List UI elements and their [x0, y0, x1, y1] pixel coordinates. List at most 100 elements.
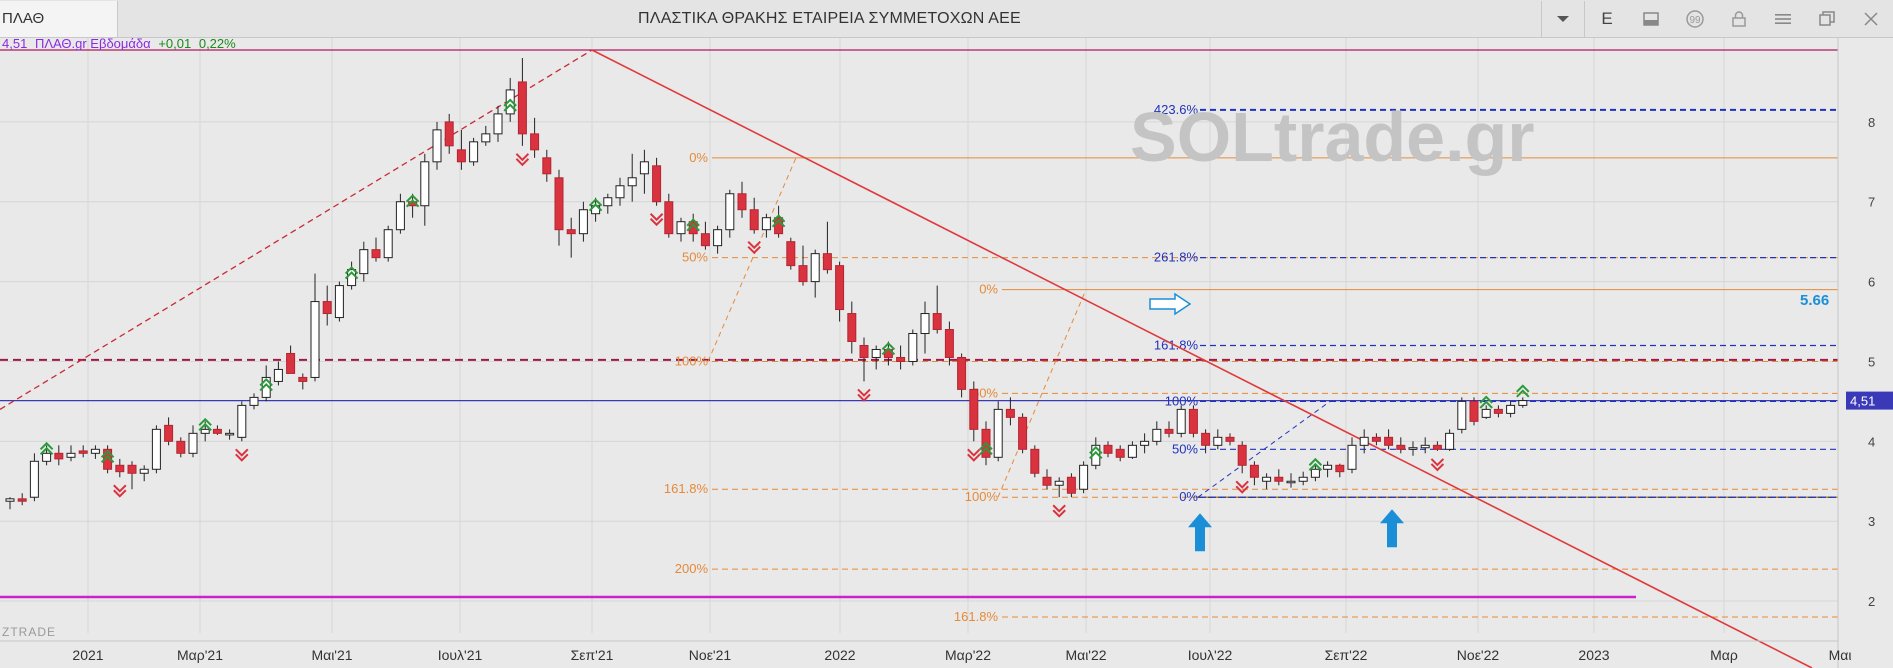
fib-level-label: 50%	[972, 385, 998, 400]
candle-body	[725, 193, 735, 231]
candle-body	[859, 344, 869, 358]
candle-body	[822, 253, 832, 271]
candle-body	[908, 333, 918, 362]
info-change-pct: 0,22%	[199, 38, 236, 51]
restore-window-icon[interactable]	[1805, 1, 1849, 37]
pivot-markers	[39, 98, 1530, 518]
footer-logo: ZTRADE	[2, 625, 56, 639]
candle-body	[127, 464, 137, 474]
candle-body	[761, 217, 771, 231]
candle-body	[566, 229, 576, 235]
price-axis-background	[1838, 38, 1893, 668]
time-tick-label: Σεπ'21	[571, 647, 614, 663]
candle-body	[1225, 436, 1235, 442]
fib-level-label: 423.6%	[1154, 102, 1199, 117]
candle-body	[42, 452, 52, 462]
candle-body	[456, 149, 466, 163]
candle-body	[847, 313, 857, 342]
candle-body	[164, 424, 174, 442]
candle-body	[395, 201, 405, 231]
pivot-low-marker	[1235, 480, 1249, 494]
time-tick-label: 2022	[824, 647, 855, 663]
price-tick-label: 4	[1868, 434, 1875, 449]
candle-body	[493, 113, 503, 135]
pivot-high-marker	[686, 218, 700, 232]
candle-body	[310, 301, 320, 378]
info-line: 4,51 ΠΛΑΘ.gr Εβδομάδα +0,01 0,22%	[2, 38, 236, 51]
candle-body	[1274, 476, 1284, 482]
last-price-label: 4,51	[1850, 394, 1875, 409]
candle-body	[603, 197, 613, 207]
fib-level-label: 161.8%	[1154, 337, 1199, 352]
fibonacci-levels: 0% 50% 100% 161.8% 200% 0% 50% 100% 161.8% 423.6%…	[664, 102, 1838, 624]
candle-body	[1384, 436, 1394, 446]
candle-body	[322, 301, 332, 315]
info-source: ΠΛΑΘ.gr Εβδομάδα	[35, 38, 151, 51]
lock-icon[interactable]	[1717, 1, 1761, 37]
top-toolbar: ΠΛΑΘ ΠΛΑΣΤΙΚΑ ΘΡΑΚΗΣ ΕΤΑΙΡΕΙΑ ΣΥΜΜΕΤΟΧΩΝ…	[0, 0, 1893, 38]
chevron-down-icon[interactable]	[1541, 0, 1585, 37]
symbol-field[interactable]: ΠΛΑΘ	[0, 0, 118, 37]
time-tick-label: Νοε'21	[689, 647, 732, 663]
candle-body	[420, 161, 430, 207]
candle-body	[676, 221, 686, 235]
time-tick-label: Νοε'22	[1457, 647, 1500, 663]
candle-body	[1249, 464, 1259, 478]
price-tick-label: 7	[1868, 195, 1875, 210]
menu-icon[interactable]	[1761, 1, 1805, 37]
time-tick-label: Μαι'21	[311, 647, 352, 663]
price-tick-label: 5	[1868, 354, 1875, 369]
candle-body	[273, 368, 283, 382]
price-axis: 2 3 4 5 6 7 8 4,51	[1837, 38, 1893, 668]
pivot-high-marker	[771, 214, 786, 228]
price-tick-label: 6	[1868, 275, 1875, 290]
candle-body	[334, 285, 344, 319]
candle-body	[432, 129, 442, 163]
candle-body	[237, 404, 247, 438]
candle-body	[115, 464, 125, 473]
price-chart[interactable]: 0%50%100%161.8%200%0%50%100%161.8%423.6%…	[0, 38, 1893, 668]
candle-body	[1188, 408, 1198, 434]
candle-body	[359, 249, 369, 275]
time-tick-label: Ιουλ'22	[1188, 647, 1233, 663]
quote-icon[interactable]: 99	[1673, 1, 1717, 37]
pivot-high-marker	[198, 417, 212, 432]
candle-body	[1298, 476, 1308, 482]
price-tick-label: 8	[1868, 115, 1875, 130]
candle-body	[66, 452, 76, 458]
candle-body	[1262, 476, 1272, 482]
candle-body	[1493, 408, 1503, 414]
bottom-arrow-icon	[1380, 509, 1404, 548]
candle-body	[469, 141, 479, 163]
fib-level-label: 0%	[979, 282, 998, 297]
pivot-low-marker	[1052, 504, 1066, 518]
exchange-button[interactable]: E	[1601, 8, 1613, 28]
pivot-high-marker	[100, 449, 115, 463]
candle-body	[1140, 440, 1150, 446]
panel-icon[interactable]	[1629, 1, 1673, 37]
pivot-low-marker	[747, 240, 761, 255]
candle-body	[212, 428, 222, 434]
time-tick-label: Μαρ'22	[945, 647, 991, 663]
uptrend-line	[0, 49, 593, 410]
candle-body	[1042, 476, 1052, 486]
pivot-low-marker	[515, 153, 530, 167]
pivot-low-marker	[113, 484, 127, 498]
candle-body	[639, 161, 649, 175]
price-tick-label: 2	[1868, 594, 1875, 609]
candle-body	[798, 265, 808, 283]
candle-body	[664, 201, 674, 235]
candle-body	[1054, 480, 1064, 486]
fib-level-label: 261.8%	[1154, 250, 1199, 265]
close-icon[interactable]	[1849, 1, 1893, 37]
candle-body	[1518, 400, 1528, 406]
candle-body	[444, 121, 454, 147]
candle-body	[1457, 400, 1467, 430]
candle-body	[1371, 436, 1381, 442]
info-change: +0,01	[158, 38, 191, 51]
candle-body	[1396, 444, 1406, 450]
candle-body	[188, 432, 198, 454]
info-price: 4,51	[2, 38, 27, 51]
candle-body	[90, 448, 100, 454]
candle-body	[139, 468, 149, 474]
